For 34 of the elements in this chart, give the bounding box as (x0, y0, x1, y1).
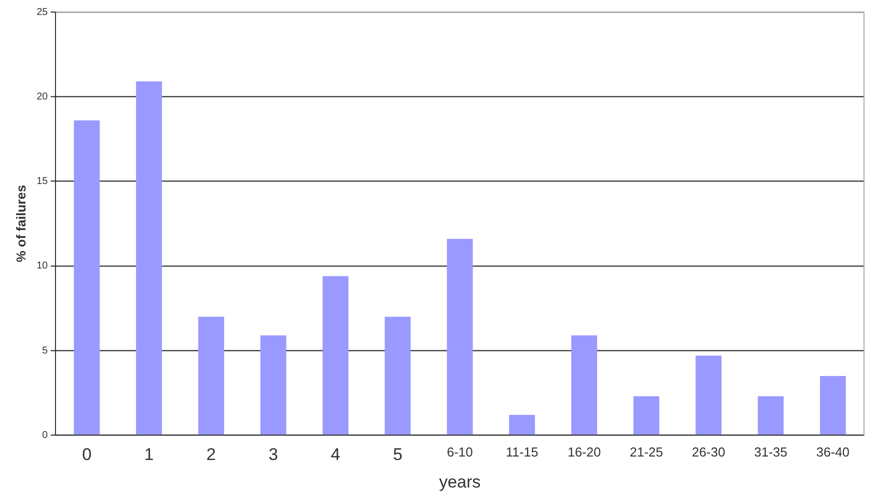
y-tick-label: 5 (42, 345, 48, 356)
bar (260, 335, 286, 435)
x-axis-title: years (439, 472, 481, 492)
x-tick-label: 2 (206, 445, 216, 464)
x-tick-label: 5 (392, 445, 402, 464)
x-tick-label: 16-20 (568, 444, 601, 460)
y-tick-label: 20 (36, 91, 48, 102)
x-tick-label: 3 (268, 445, 278, 464)
bar (198, 316, 224, 435)
bar (633, 396, 660, 435)
x-tick-label: 21-25 (630, 444, 664, 460)
x-tick-label: 26-30 (692, 444, 726, 460)
x-tick-label: 6-10 (446, 444, 473, 460)
bar (446, 238, 473, 435)
x-tick-label: 1 (144, 445, 154, 464)
y-tick-label: 0 (42, 430, 48, 441)
x-tick-label: 0 (82, 445, 92, 464)
y-tick-label: 25 (36, 6, 48, 18)
x-tick-label: 11-15 (506, 444, 538, 460)
y-axis-title: % of failures (13, 184, 28, 262)
y-tick-label: 15 (36, 176, 48, 188)
bar (322, 276, 348, 435)
bar (571, 335, 598, 435)
bar (509, 414, 535, 435)
bar (136, 81, 162, 435)
bar (384, 316, 411, 435)
x-tick-label: 36-40 (816, 444, 850, 460)
bar (74, 120, 100, 435)
y-tick-label: 10 (36, 260, 48, 272)
bar (758, 396, 784, 435)
bar (696, 356, 722, 435)
x-tick-label: 4 (330, 445, 340, 464)
bar (820, 376, 846, 435)
x-tick-label: 31-35 (754, 444, 788, 460)
